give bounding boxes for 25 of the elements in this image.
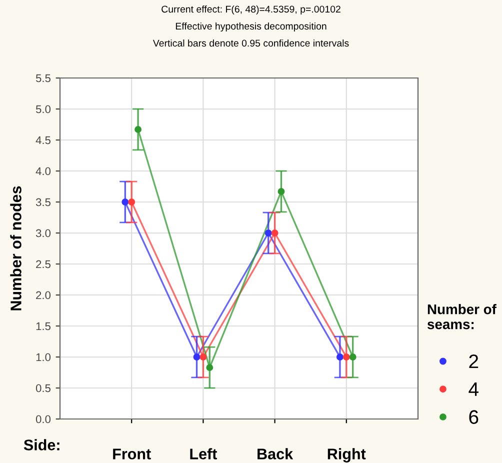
legend-label: 4 — [468, 382, 478, 396]
x-tick-label: Right — [328, 448, 366, 462]
legend-label: 6 — [469, 410, 478, 424]
y-tick-label: 4.5 — [36, 136, 51, 144]
x-tick-label: Front — [113, 448, 151, 460]
y-tick-label: 2.0 — [36, 291, 51, 300]
x-axis-title: Side: — [24, 439, 60, 450]
legend-title: Number of seams: — [427, 304, 496, 330]
y-tick-label: 3.0 — [36, 229, 51, 238]
x-tick-label: Left — [190, 448, 218, 460]
text: Vertical bars denote 0.95 confidence intervals — [152, 39, 349, 47]
y-tick-label: 5.0 — [36, 105, 51, 114]
y-tick-label: 4.0 — [36, 167, 51, 176]
chart-subtitle: Effective hypothesis decomposition — [176, 22, 326, 32]
x-tick-label: Back — [258, 448, 294, 460]
y-axis-title: Number of nodes — [10, 186, 22, 310]
legend-label: 2 — [469, 354, 478, 368]
y-tick-label: 2.5 — [36, 260, 51, 268]
y-tick-label: 1.0 — [36, 353, 51, 362]
y-tick-label: 0.5 — [36, 384, 51, 392]
chart-title: Current effect: F(6, 48)=4.5359, p=.00102 — [162, 5, 340, 15]
y-tick-label: 0.0 — [36, 415, 51, 424]
y-tick-label: 5.5 — [36, 74, 51, 82]
y-tick-label: 3.5 — [36, 198, 51, 206]
y-tick-label: 1.5 — [36, 322, 51, 330]
